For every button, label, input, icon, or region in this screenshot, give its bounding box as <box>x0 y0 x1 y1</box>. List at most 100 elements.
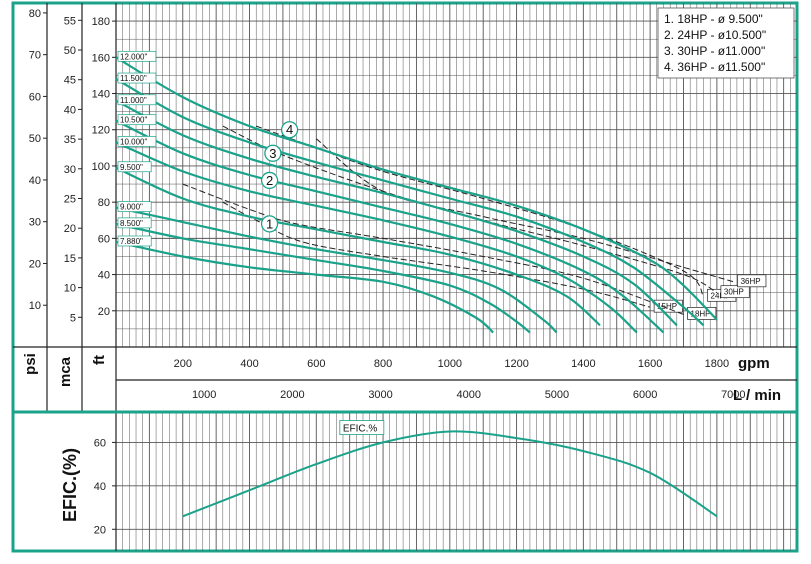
lmin-tick-label: 4000 <box>457 389 481 401</box>
impeller-label: 10.500" <box>120 116 147 125</box>
lmin-tick-label: 3000 <box>368 389 392 401</box>
ft-tick-label: 60 <box>98 233 110 245</box>
impeller-label-box <box>117 72 157 84</box>
ft-ticks: 20 40 60 80 100 120 140 160 180 <box>92 16 116 318</box>
pump-marker-label: 4 <box>286 122 293 137</box>
impeller-curve <box>115 78 705 327</box>
impeller-label: 9.000" <box>120 203 143 212</box>
legend-box: 1. 18HP - ø 9.500" 2. 24HP - ø10.500" 3.… <box>657 7 795 79</box>
psi-tick-label: 60 <box>29 91 41 103</box>
mca-axis-label: mca <box>57 356 74 387</box>
impeller-label-box <box>117 50 157 62</box>
bottom-grid <box>116 412 797 551</box>
ft-axis-label: ft <box>91 355 108 365</box>
mca-ticks: 5 10 15 20 25 30 35 40 45 50 55 <box>64 15 82 324</box>
mca-tick-label: 55 <box>64 15 76 27</box>
limit-line-label: 18HP <box>691 309 711 318</box>
impeller-curve <box>115 99 678 327</box>
gpm-axis-label: gpm <box>738 355 770 372</box>
pump-marker-circle <box>280 121 299 139</box>
psi-tick-label: 70 <box>29 50 41 62</box>
impeller-label: 11.500" <box>120 74 147 83</box>
efficiency-series-label: EFIC.% <box>343 424 378 435</box>
gpm-tick-label: 400 <box>240 358 258 370</box>
impeller-curve <box>115 240 494 334</box>
mca-tick-label: 40 <box>64 104 76 116</box>
gpm-tick-label: 1200 <box>504 358 528 370</box>
lmin-tick-label: 1000 <box>192 389 216 401</box>
mca-tick-label: 50 <box>64 45 76 57</box>
gpm-tick-label: 1600 <box>638 358 662 370</box>
lmin-ticks: 1000 2000 3000 4000 5000 6000 7000 <box>192 389 746 401</box>
impeller-label: 8.500" <box>120 219 143 228</box>
gpm-tick-label: 600 <box>307 358 325 370</box>
efficiency-axis-label: EFIC.(%) <box>60 448 80 522</box>
gpm-ticks: 200 400 600 800 1000 1200 1400 1600 1800 <box>174 358 730 370</box>
limit-line-label: 15HP <box>657 302 677 311</box>
impeller-label: 9.500" <box>120 163 143 172</box>
mca-tick-label: 10 <box>64 283 76 295</box>
impeller-label-box <box>117 161 152 173</box>
psi-tick-label: 50 <box>29 133 41 145</box>
mca-tick-label: 45 <box>64 75 76 87</box>
lmin-tick-label: 2000 <box>280 389 304 401</box>
ft-tick-label: 120 <box>92 125 110 137</box>
pump-marker-circle <box>260 171 279 190</box>
pump-marker-label: 3 <box>269 146 276 161</box>
impeller-curve <box>115 141 638 334</box>
pump-marker-circle <box>260 215 279 233</box>
top-grid <box>116 3 797 347</box>
efficiency-ticks: 20 40 60 <box>94 437 116 536</box>
psi-axis-label: psi <box>22 353 39 375</box>
impeller-labels: 12.000" 11.500" 11.000" 10.500" 10.000" 9.500… <box>117 50 157 247</box>
impeller-label-box <box>117 114 157 126</box>
gpm-tick-label: 800 <box>374 358 392 370</box>
legend-item-1: 1. 18HP - ø 9.500" <box>664 12 763 26</box>
impeller-curve <box>115 206 558 334</box>
psi-tick-label: 10 <box>29 300 41 312</box>
impeller-label: 7.880" <box>120 237 143 246</box>
lmin-tick-label: 5000 <box>545 389 569 401</box>
psi-tick-label: 80 <box>29 8 41 20</box>
ft-tick-label: 20 <box>98 306 110 318</box>
limit-line <box>315 138 734 283</box>
psi-tick-label: 20 <box>29 258 41 270</box>
ft-tick-label: 80 <box>98 197 110 209</box>
impeller-curve <box>115 166 601 327</box>
efficiency-label-box <box>339 420 385 435</box>
mca-tick-label: 5 <box>70 312 76 324</box>
lmin-axis-label: L / min <box>733 387 781 404</box>
efficiency-curve-group: EFIC.% <box>182 420 718 518</box>
efficiency-curve <box>182 430 718 518</box>
impeller-label-box <box>117 217 152 229</box>
impeller-label-box <box>117 201 152 212</box>
pump-marker-label: 1 <box>266 216 273 231</box>
impeller-label-box <box>117 235 152 247</box>
mca-tick-label: 25 <box>64 194 76 206</box>
impeller-label-box <box>117 136 157 147</box>
impeller-curve <box>115 56 718 321</box>
gpm-tick-label: 1000 <box>438 358 462 370</box>
legend-item-2: 2. 24HP - ø10.500" <box>664 28 766 42</box>
impeller-curve <box>115 119 665 334</box>
mca-tick-label: 20 <box>64 223 76 235</box>
limit-line <box>182 183 684 315</box>
legend-item-4: 4. 36HP - ø11.500" <box>664 60 765 74</box>
motor-limit-lines: 15HP18HP24HP30HP36HP <box>182 125 767 320</box>
pump-marker-label: 2 <box>266 173 273 188</box>
efficiency-tick-label: 20 <box>94 524 106 536</box>
limit-line-label-box <box>737 274 767 288</box>
legend-item-3: 3. 30HP - ø11.000" <box>664 44 765 58</box>
mca-tick-label: 30 <box>64 164 76 176</box>
psi-tick-label: 40 <box>29 175 41 187</box>
lmin-tick-label: 7000 <box>721 389 745 401</box>
ft-tick-label: 160 <box>92 52 110 64</box>
outer-frame <box>11 1 799 553</box>
pump-marker-circle <box>264 144 282 162</box>
ft-tick-label: 140 <box>92 89 110 101</box>
gpm-tick-label: 1800 <box>705 358 729 370</box>
impeller-label: 12.000" <box>120 52 147 61</box>
ft-tick-label: 100 <box>92 161 110 173</box>
ft-tick-label: 180 <box>92 16 110 28</box>
